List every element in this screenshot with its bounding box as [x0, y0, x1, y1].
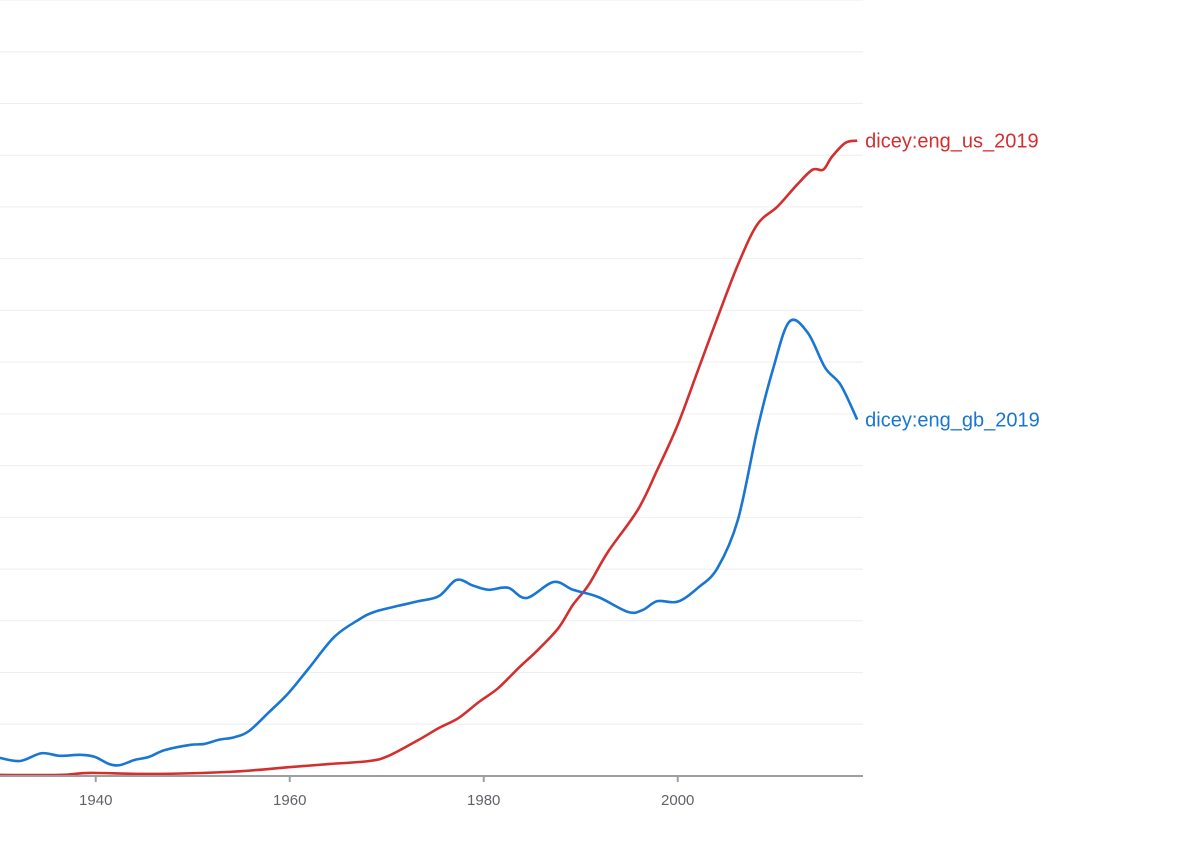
gridlines — [0, 0, 863, 725]
x-axis-ticks: 1940 1960 1980 2000 — [79, 776, 694, 809]
x-tick-label: 1960 — [273, 792, 306, 809]
x-tick-label: 2000 — [661, 792, 694, 809]
series-line-dicey-eng-gb-2019[interactable] — [0, 318, 859, 767]
series-label[interactable]: dicey:eng_gb_2019 — [865, 410, 1040, 432]
series-labels: dicey:eng_us_2019 dicey:eng_gb_2019 — [865, 131, 1040, 432]
series-label[interactable]: dicey:eng_us_2019 — [865, 131, 1038, 153]
x-tick-label: 1940 — [79, 792, 112, 809]
series-lines — [0, 139, 859, 777]
series-line-dicey-eng-us-2019[interactable] — [0, 139, 858, 777]
x-tick-label: 1980 — [467, 792, 500, 809]
